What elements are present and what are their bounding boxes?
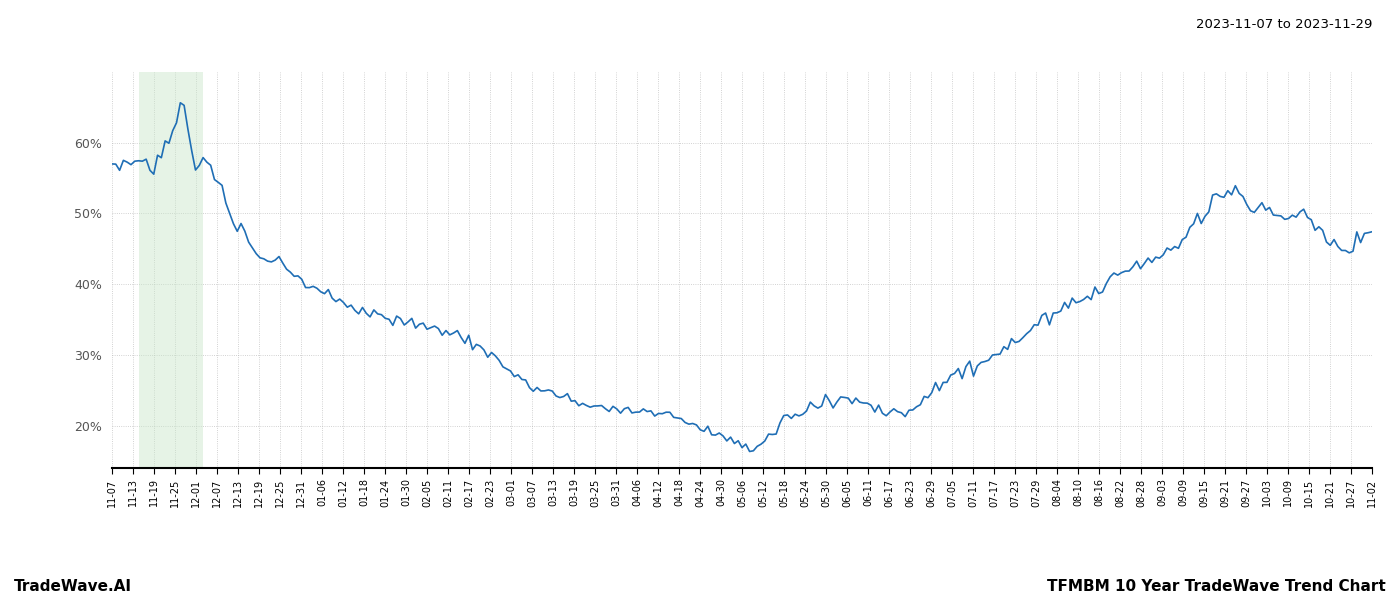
Text: 2023-11-07 to 2023-11-29: 2023-11-07 to 2023-11-29 xyxy=(1196,18,1372,31)
Text: TFMBM 10 Year TradeWave Trend Chart: TFMBM 10 Year TradeWave Trend Chart xyxy=(1047,579,1386,594)
Bar xyxy=(139,72,203,468)
Text: TradeWave.AI: TradeWave.AI xyxy=(14,579,132,594)
